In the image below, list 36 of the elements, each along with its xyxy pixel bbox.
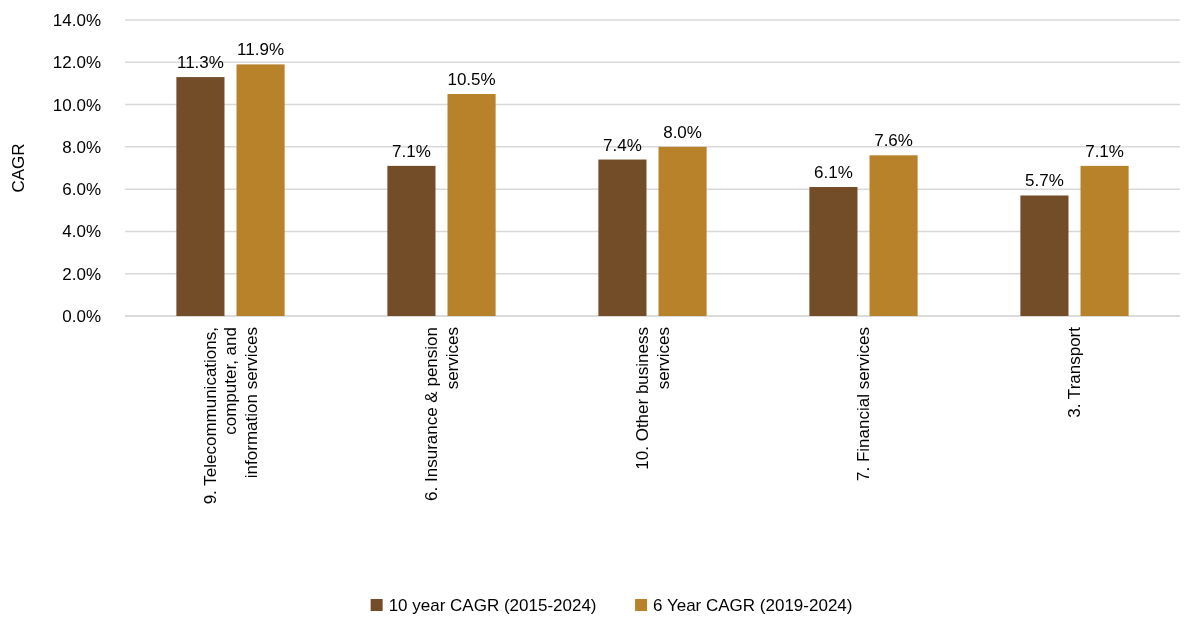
y-tick-label: 8.0% (62, 137, 101, 157)
y-tick-label: 0.0% (62, 306, 101, 326)
y-tick-label: 14.0% (52, 10, 101, 30)
data-label: 7.1% (392, 141, 431, 161)
data-label: 8.0% (663, 122, 702, 142)
y-tick-label: 6.0% (62, 180, 101, 200)
bar (658, 146, 707, 316)
y-tick-label: 2.0% (62, 264, 101, 284)
y-tick-label: 12.0% (52, 53, 101, 73)
data-label: 5.7% (1025, 171, 1064, 191)
x-tick-label: 10. Other business services (633, 327, 673, 470)
bar (176, 77, 225, 316)
bar (869, 155, 918, 316)
y-tick-label: 10.0% (52, 95, 101, 115)
bar (1020, 195, 1069, 316)
legend-label: 10 year CAGR (2015-2024) (388, 595, 597, 615)
y-axis-title: CAGR (9, 143, 28, 193)
data-label: 7.4% (603, 135, 642, 155)
data-label: 7.1% (1085, 141, 1124, 161)
data-label: 6.1% (814, 163, 853, 183)
bar (598, 159, 647, 316)
bar (447, 94, 496, 316)
bar (809, 187, 858, 316)
x-tick-label: 7. Financial services (854, 327, 874, 482)
data-label: 11.9% (237, 40, 285, 60)
bar (1080, 165, 1129, 316)
bar (236, 64, 285, 316)
x-tick-label: 9. Telecommunications, computer, and information services (201, 327, 261, 505)
y-tick-label: 4.0% (62, 222, 101, 242)
legend-label: 6 Year CAGR (2019-2024) (653, 595, 853, 615)
data-label: 10.5% (447, 70, 496, 89)
x-tick-label: 3. Transport (1065, 326, 1085, 418)
data-label: 11.3% (176, 53, 224, 73)
data-label: 7.6% (874, 131, 913, 151)
bar (387, 165, 436, 316)
x-tick-label: 6. Insurance & pension services (422, 327, 462, 501)
